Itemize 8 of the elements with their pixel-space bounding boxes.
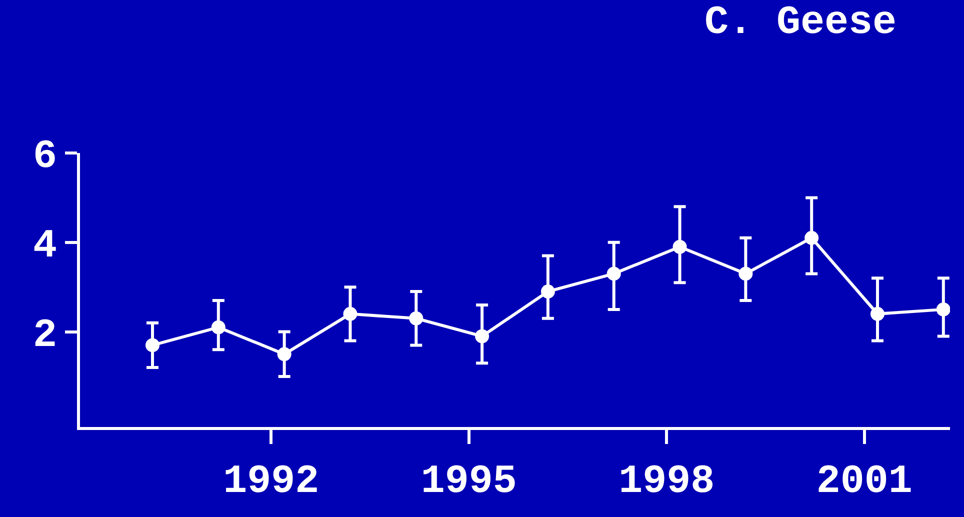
chart-title: C. Geese (704, 1, 897, 46)
x-tick-label: 1998 (618, 460, 715, 505)
y-tick-label: 2 (32, 314, 57, 359)
x-tick-label: 2001 (816, 460, 912, 505)
x-tick-label: 1992 (223, 460, 320, 505)
x-tick-label: 1995 (420, 460, 517, 505)
y-tick-label: 4 (32, 224, 57, 270)
y-tick-label: 6 (32, 135, 57, 180)
